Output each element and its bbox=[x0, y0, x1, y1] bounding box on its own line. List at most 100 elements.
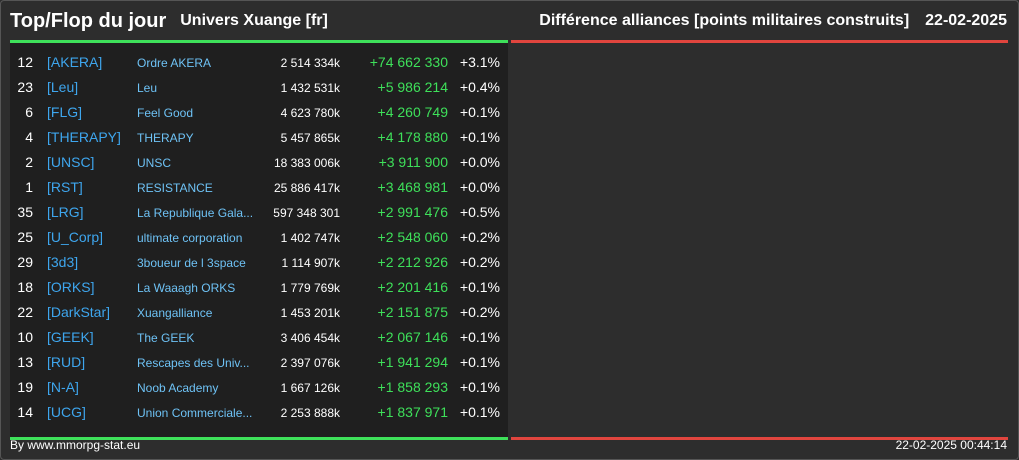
alliance-row: 10 [GEEK] The GEEK 3 406 454k +2 067 146 +0.1… bbox=[10, 325, 508, 350]
alliance-name-link[interactable]: Noob Academy bbox=[137, 381, 219, 395]
alliance-points: 2 397 076k bbox=[280, 356, 340, 370]
ranking-date: 22-02-2025 bbox=[925, 12, 1007, 29]
alliance-row: 1 [RST] RESISTANCE 25 886 417k +3 468 981 +0.… bbox=[10, 175, 508, 200]
alliance-rank: 4 bbox=[25, 129, 33, 145]
alliance-percent: +0.2% bbox=[459, 304, 500, 320]
alliance-row: 6 [FLG] Feel Good 4 623 780k +4 260 749 +0.1% bbox=[10, 100, 508, 125]
alliance-points: 1 667 126k bbox=[280, 381, 340, 395]
alliance-points: 18 383 006k bbox=[273, 156, 340, 170]
alliance-percent: +0.1% bbox=[459, 104, 500, 120]
alliance-percent: +0.0% bbox=[459, 179, 500, 195]
alliance-tag-link[interactable]: [RST] bbox=[47, 179, 83, 195]
alliance-tag-link[interactable]: [GEEK] bbox=[47, 329, 94, 345]
alliance-diff: +2 991 476 bbox=[377, 204, 448, 220]
alliance-name-link[interactable]: Rescapes des Univ... bbox=[137, 356, 250, 370]
alliance-name-link[interactable]: RESISTANCE bbox=[137, 181, 213, 195]
alliance-rank: 29 bbox=[17, 254, 33, 270]
alliance-name-link[interactable]: Leu bbox=[137, 81, 158, 95]
top-alliance-list: 12 [AKERA] Ordre AKERA 2 514 334k +74 662 33… bbox=[10, 50, 508, 425]
alliance-percent: +0.1% bbox=[459, 329, 500, 345]
alliance-points: 1 114 907k bbox=[281, 256, 341, 270]
alliance-name-link[interactable]: Union Commerciale... bbox=[137, 406, 253, 420]
alliance-name-link[interactable]: La Republique Gala... bbox=[137, 206, 254, 220]
alliance-points: 1 453 201k bbox=[280, 306, 340, 320]
generated-timestamp: 22-02-2025 00:44:14 bbox=[895, 438, 1007, 452]
alliance-rank: 13 bbox=[17, 354, 33, 370]
alliance-points: 5 457 865k bbox=[280, 131, 340, 145]
alliance-rank: 23 bbox=[17, 79, 33, 95]
alliance-name-link[interactable]: Xuangalliance bbox=[137, 306, 213, 320]
alliance-rank: 10 bbox=[17, 329, 33, 345]
alliance-row: 22 [DarkStar] Xuangalliance 1 453 201k +2 15… bbox=[10, 300, 508, 325]
alliance-points: 3 406 454k bbox=[280, 331, 340, 345]
alliance-name-link[interactable]: La Waaagh ORKS bbox=[137, 281, 236, 295]
alliance-tag-link[interactable]: [U_Corp] bbox=[47, 229, 104, 245]
alliance-percent: +0.4% bbox=[459, 79, 500, 95]
alliance-name-link[interactable]: Feel Good bbox=[137, 106, 194, 120]
alliance-diff: +5 986 214 bbox=[377, 79, 448, 95]
alliance-rank: 2 bbox=[25, 154, 33, 170]
alliance-points: 1 432 531k bbox=[280, 81, 340, 95]
alliance-row: 25 [U_Corp] ultimate corporation 1 402 747k… bbox=[10, 225, 508, 250]
alliance-diff: +2 548 060 bbox=[377, 229, 448, 245]
alliance-diff: +74 662 330 bbox=[369, 54, 448, 70]
alliance-tag-link[interactable]: [N-A] bbox=[47, 379, 79, 395]
alliance-tag-link[interactable]: [ORKS] bbox=[47, 279, 95, 295]
alliance-row: 35 [LRG] La Republique Gala... 597 348 301 +… bbox=[10, 200, 508, 225]
alliance-rank: 19 bbox=[17, 379, 33, 395]
alliance-name-link[interactable]: The GEEK bbox=[137, 331, 195, 345]
alliance-row: 2 [UNSC] UNSC 18 383 006k +3 911 900 +0.0% bbox=[10, 150, 508, 175]
alliance-tag-link[interactable]: [Leu] bbox=[47, 79, 79, 95]
alliance-points: 4 623 780k bbox=[280, 106, 340, 120]
alliance-tag-link[interactable]: [RUD] bbox=[47, 354, 86, 370]
alliance-percent: +3.1% bbox=[459, 54, 500, 70]
alliance-percent: +0.1% bbox=[459, 279, 500, 295]
alliance-rank: 6 bbox=[25, 104, 33, 120]
alliance-diff: +2 201 416 bbox=[377, 279, 448, 295]
alliance-diff: +1 858 293 bbox=[377, 379, 448, 395]
ranking-subtitle: Différence alliances [points militaires … bbox=[539, 12, 910, 29]
alliance-name-link[interactable]: UNSC bbox=[137, 156, 172, 170]
top-panel: 12 [AKERA] Ordre AKERA 2 514 334k +74 662 33… bbox=[10, 40, 508, 440]
alliance-tag-link[interactable]: [3d3] bbox=[47, 254, 79, 270]
flop-panel bbox=[511, 40, 1008, 440]
alliance-diff: +4 260 749 bbox=[377, 104, 448, 120]
alliance-tag-link[interactable]: [THERAPY] bbox=[47, 129, 121, 145]
alliance-row: 23 [Leu] Leu 1 432 531k +5 986 214 +0.4% bbox=[10, 75, 508, 100]
universe-label: Univers Xuange [fr] bbox=[180, 12, 328, 29]
alliance-rank: 1 bbox=[25, 179, 33, 195]
alliance-tag-link[interactable]: [FLG] bbox=[47, 104, 83, 120]
alliance-name-link[interactable]: Ordre AKERA bbox=[137, 56, 212, 70]
header: Top/Flop du jour Univers Xuange [fr] Dif… bbox=[10, 6, 1007, 36]
alliance-percent: +0.2% bbox=[459, 229, 500, 245]
alliance-diff: +2 067 146 bbox=[377, 329, 448, 345]
alliance-diff: +1 837 971 bbox=[377, 404, 448, 420]
alliance-diff: +3 911 900 bbox=[378, 154, 448, 170]
alliance-tag-link[interactable]: [UNSC] bbox=[47, 154, 95, 170]
alliance-name-link[interactable]: THERAPY bbox=[137, 131, 194, 145]
alliance-points: 2 514 334k bbox=[280, 56, 340, 70]
alliance-name-link[interactable]: ultimate corporation bbox=[137, 231, 243, 245]
alliance-tag-link[interactable]: [LRG] bbox=[47, 204, 84, 220]
alliance-row: 29 [3d3] 3boueur de l 3space 1 114 907k +2 2… bbox=[10, 250, 508, 275]
page-title: Top/Flop du jour bbox=[10, 9, 167, 32]
alliance-diff: +4 178 880 bbox=[377, 129, 448, 145]
alliance-points: 597 348 301 bbox=[273, 206, 340, 220]
alliance-rank: 12 bbox=[17, 54, 33, 70]
alliance-tag-link[interactable]: [DarkStar] bbox=[47, 304, 111, 320]
alliance-row: 18 [ORKS] La Waaagh ORKS 1 779 769k +2 201 4… bbox=[10, 275, 508, 300]
alliance-diff: +2 151 875 bbox=[377, 304, 448, 320]
alliance-rank: 18 bbox=[17, 279, 33, 295]
alliance-name-link[interactable]: 3boueur de l 3space bbox=[137, 256, 246, 270]
alliance-percent: +0.1% bbox=[459, 354, 500, 370]
alliance-percent: +0.1% bbox=[459, 379, 500, 395]
alliance-diff: +1 941 294 bbox=[377, 354, 448, 370]
alliance-percent: +0.5% bbox=[459, 204, 500, 220]
alliance-diff: +3 468 981 bbox=[377, 179, 448, 195]
alliance-rank: 35 bbox=[17, 204, 33, 220]
alliance-tag-link[interactable]: [AKERA] bbox=[47, 54, 103, 70]
alliance-percent: +0.2% bbox=[459, 254, 500, 270]
alliance-row: 14 [UCG] Union Commerciale... 2 253 888k +1 … bbox=[10, 400, 508, 425]
alliance-tag-link[interactable]: [UCG] bbox=[47, 404, 86, 420]
alliance-row: 4 [THERAPY] THERAPY 5 457 865k +4 178 880 +0.… bbox=[10, 125, 508, 150]
